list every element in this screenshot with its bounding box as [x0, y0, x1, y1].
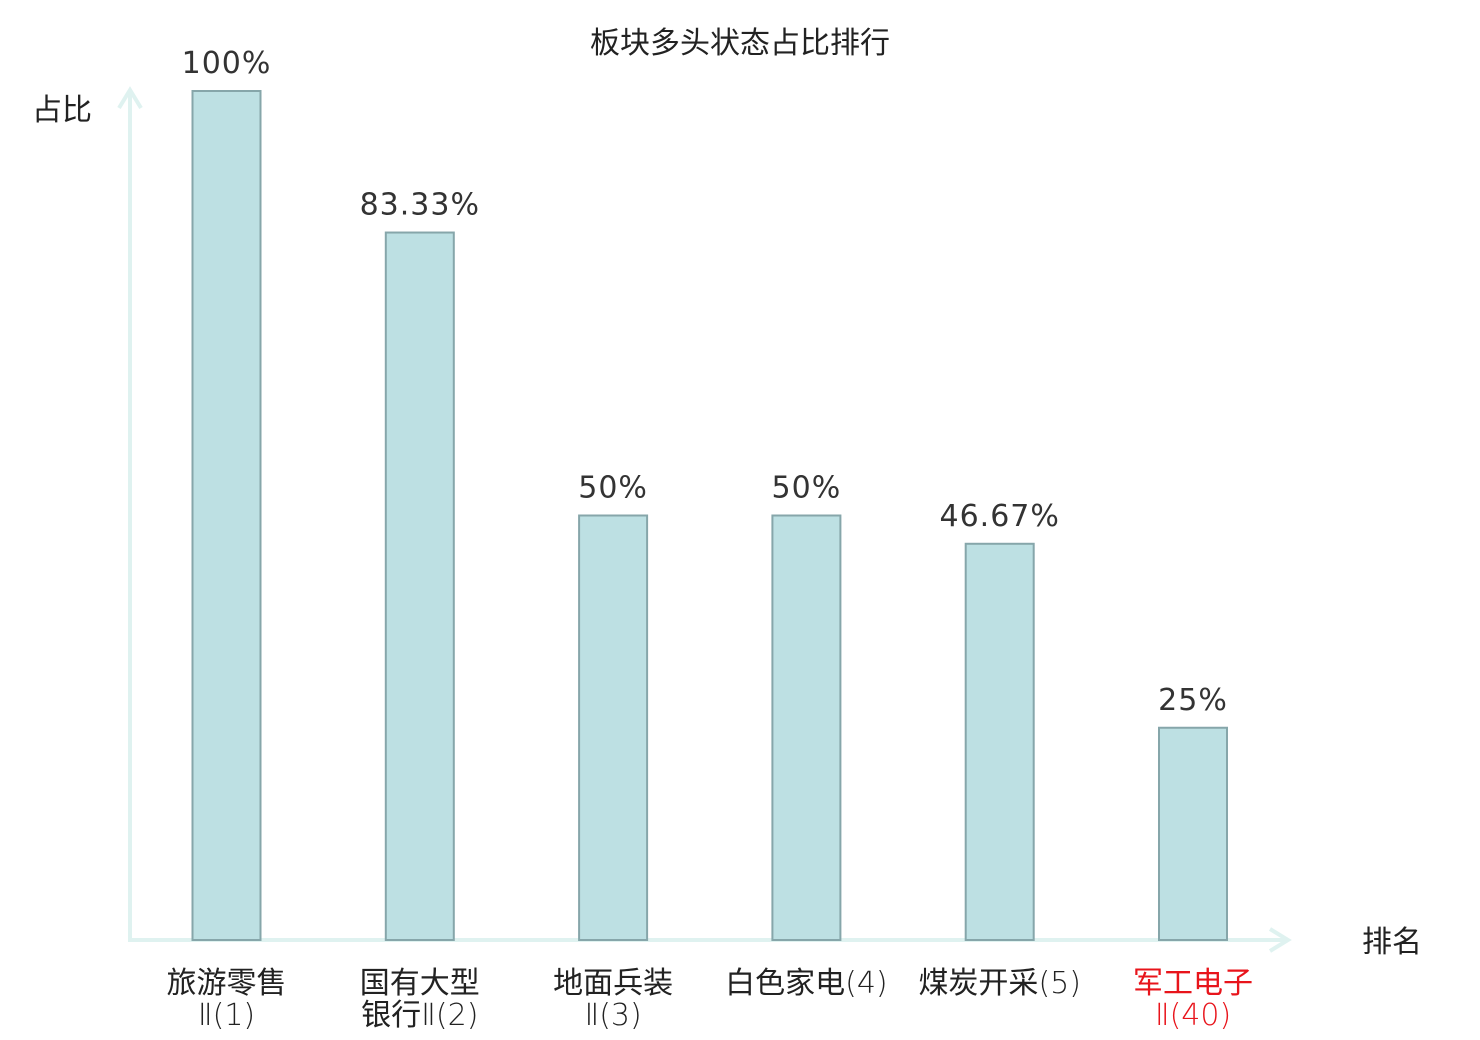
- value-labels-group: 100% 83.33% 50% 50% 46.67% 25%: [182, 46, 1228, 718]
- y-axis-label: 占比: [32, 93, 92, 128]
- category-label-1-line-1: 旅游零售: [167, 966, 287, 1001]
- bar-3: [578, 514, 649, 941]
- bar-5: [964, 542, 1035, 942]
- category-label-3-line-1: 地面兵装: [553, 966, 673, 1001]
- bar-4: [771, 514, 842, 941]
- value-label-2: 83.33%: [360, 188, 480, 223]
- category-label-1-line-2: Ⅱ(1): [198, 998, 255, 1033]
- x-axis-arrow: [1268, 927, 1292, 953]
- bar-1: [191, 90, 262, 941]
- category-label-6-line-1: 军工电子: [1133, 966, 1253, 1001]
- bars-group: [191, 90, 1228, 942]
- category-label-6-line-2: Ⅱ(40): [1155, 998, 1231, 1033]
- y-axis: 占比: [32, 86, 143, 940]
- category-label-2-line-1: 国有大型: [360, 966, 480, 1001]
- value-label-5: 46.67%: [940, 499, 1060, 534]
- category-label-5-line-1: 煤炭开采(5): [918, 966, 1080, 1001]
- bar-6: [1158, 726, 1228, 941]
- x-axis: 排名: [128, 925, 1422, 960]
- value-label-3: 50%: [578, 471, 648, 506]
- value-label-6: 25%: [1158, 683, 1228, 718]
- category-label-2-line-2: 银行Ⅱ(2): [361, 998, 478, 1033]
- chart-title: 板块多头状态占比排行: [590, 26, 890, 61]
- y-axis-arrow: [117, 86, 143, 110]
- x-axis-label: 排名: [1362, 925, 1422, 960]
- value-label-1: 100%: [182, 46, 272, 81]
- value-label-4: 50%: [772, 471, 842, 506]
- bar-2: [384, 231, 455, 941]
- category-label-4-line-1: 白色家电(4): [725, 966, 888, 1001]
- category-label-3-line-2: Ⅱ(3): [584, 998, 641, 1033]
